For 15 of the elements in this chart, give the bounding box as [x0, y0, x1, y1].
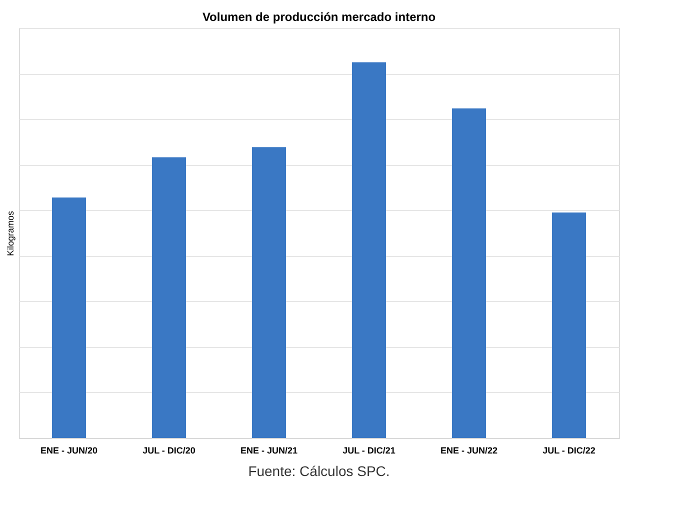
bar [352, 62, 386, 438]
bar [252, 147, 286, 438]
bar [152, 157, 186, 438]
x-tick-label: ENE - JUN/21 [240, 446, 298, 456]
chart-title: Volumen de producción mercado interno [202, 10, 436, 24]
x-tick-label: JUL - DIC/21 [342, 446, 396, 456]
y-axis-title: Kilogramos [6, 210, 16, 256]
x-tick-label: JUL - DIC/22 [542, 446, 596, 456]
x-tick-label: ENE - JUN/20 [40, 446, 98, 456]
x-tick-label: ENE - JUN/22 [440, 446, 498, 456]
bar [452, 108, 486, 438]
bar [552, 212, 586, 438]
bar [52, 197, 86, 438]
x-tick-label: JUL - DIC/20 [142, 446, 196, 456]
source-note: Fuente: Cálculos SPC. [248, 463, 390, 479]
